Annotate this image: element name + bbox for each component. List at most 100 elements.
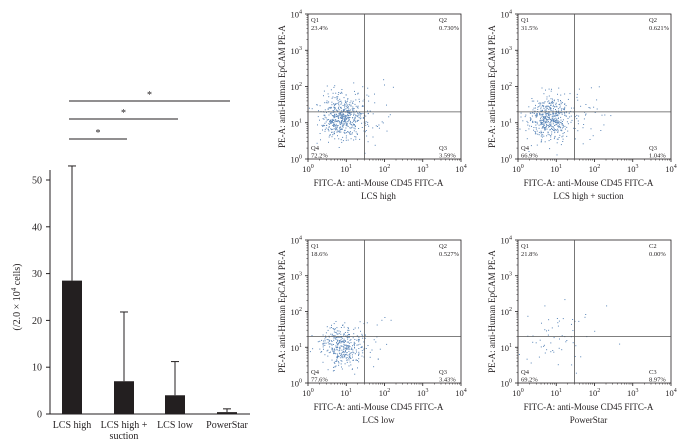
data-point	[557, 120, 559, 122]
data-point	[343, 326, 345, 328]
data-point	[540, 122, 542, 124]
data-point	[550, 136, 552, 138]
data-point	[343, 342, 345, 344]
data-point	[350, 138, 352, 140]
data-point	[549, 124, 551, 125]
tick-exponent: 4	[464, 164, 467, 170]
data-point	[356, 134, 358, 135]
quadrant-value: 1.04%	[649, 153, 666, 160]
data-point	[343, 344, 345, 346]
data-point	[559, 107, 561, 109]
data-point	[554, 125, 556, 126]
data-point	[335, 92, 337, 94]
data-point	[332, 112, 334, 114]
data-point	[336, 349, 338, 351]
data-point	[347, 329, 349, 331]
data-point	[577, 130, 579, 132]
data-point	[343, 335, 345, 337]
data-point	[547, 107, 549, 109]
data-point	[539, 113, 541, 115]
data-point	[360, 117, 362, 119]
data-point	[354, 125, 356, 127]
data-point	[340, 336, 342, 338]
data-point	[355, 131, 357, 133]
data-point	[348, 345, 350, 347]
bar-chart: 0 10 20 30 40 50 (/2.0 × 104 cells) LCS high LCS…	[10, 90, 250, 442]
tick-exponent: 0	[509, 155, 512, 161]
category-label: PowerStar	[206, 420, 248, 431]
data-point	[340, 356, 342, 358]
data-point	[533, 107, 535, 109]
y-tick-label: 100	[291, 155, 303, 165]
x-tick-label: 100	[302, 388, 314, 398]
data-point	[334, 113, 336, 115]
data-point	[344, 117, 346, 119]
data-point	[554, 132, 556, 134]
data-point	[348, 359, 350, 361]
data-point	[551, 126, 553, 128]
y-tick-label: 104	[291, 236, 303, 246]
data-point	[325, 342, 327, 344]
data-point	[327, 108, 329, 110]
data-point	[331, 349, 333, 351]
quadrant-label: Q1	[311, 17, 319, 24]
data-point	[362, 352, 364, 354]
quadrant-label: Q2	[439, 243, 447, 250]
data-point	[543, 121, 545, 123]
data-point	[574, 320, 576, 322]
data-point	[552, 118, 554, 120]
data-point	[326, 112, 327, 113]
data-point	[337, 115, 339, 117]
data-point	[577, 99, 579, 101]
tick-exponent: 3	[426, 164, 429, 170]
data-point	[529, 120, 531, 122]
data-point	[538, 134, 540, 136]
data-point	[337, 120, 339, 122]
data-point	[323, 118, 325, 120]
data-point	[333, 348, 335, 350]
data-point	[357, 107, 359, 109]
data-point	[544, 101, 546, 103]
data-point	[343, 115, 345, 117]
data-point	[338, 105, 340, 107]
data-point	[338, 107, 339, 109]
data-point	[349, 117, 351, 118]
data-point	[330, 106, 332, 108]
quadrant-value: 18.6%	[311, 251, 328, 258]
data-point	[309, 351, 311, 353]
data-point	[332, 328, 334, 329]
data-point	[348, 115, 349, 116]
tick-base: 10	[665, 164, 674, 174]
data-point	[346, 102, 348, 104]
data-point	[353, 352, 355, 354]
data-point	[342, 120, 344, 122]
data-point	[354, 373, 356, 375]
y-tick-label: 103	[501, 46, 513, 56]
tick-base: 10	[501, 343, 510, 353]
data-point	[527, 122, 529, 124]
tick-base: 10	[291, 271, 300, 281]
data-point	[339, 98, 341, 100]
data-point	[535, 128, 537, 130]
data-point	[352, 109, 354, 111]
data-point	[545, 119, 547, 121]
data-point	[337, 96, 339, 98]
data-point	[333, 103, 335, 105]
data-point	[336, 330, 338, 332]
data-point	[574, 116, 576, 118]
data-point	[530, 145, 532, 147]
data-point	[346, 115, 348, 117]
data-point	[536, 121, 538, 123]
data-point	[338, 332, 340, 334]
data-point	[550, 104, 552, 106]
data-point	[359, 138, 361, 140]
data-point	[566, 135, 568, 137]
data-point	[356, 110, 357, 112]
data-point	[543, 126, 545, 128]
data-point	[577, 120, 579, 122]
data-point	[560, 103, 562, 105]
data-point	[339, 347, 341, 348]
data-point	[357, 116, 359, 118]
data-point	[349, 123, 351, 125]
data-point	[354, 117, 356, 119]
